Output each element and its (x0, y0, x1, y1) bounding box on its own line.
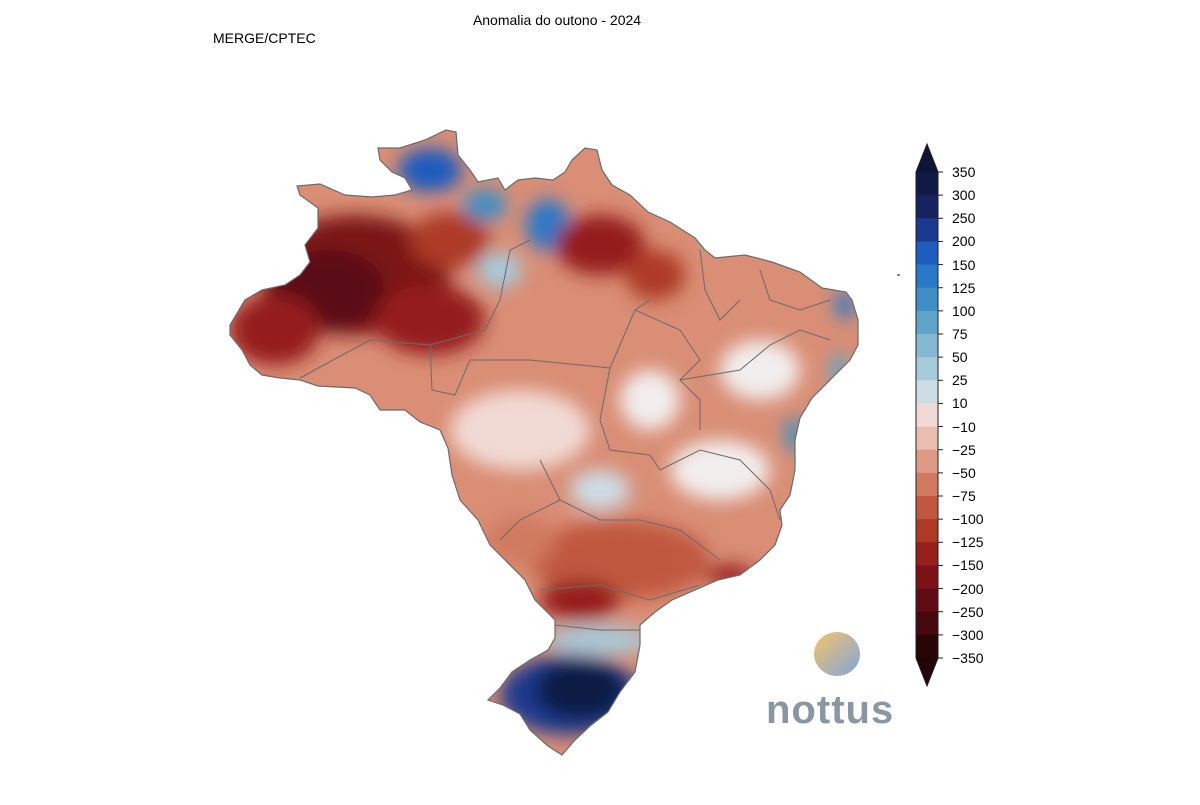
colorbar-segment (916, 241, 938, 266)
blob-sp-red (530, 520, 710, 600)
colorbar (915, 142, 943, 688)
blob-mg-light (670, 440, 770, 500)
colorbar-tick-label: 200 (952, 233, 976, 250)
data-source-label: MERGE/CPTEC (213, 30, 316, 46)
colorbar-segment (916, 542, 938, 566)
blob-para-light (478, 252, 522, 288)
colorbar-segment (916, 519, 938, 543)
colorbar-tick-label: −350 (952, 650, 984, 666)
colorbar-segment (916, 634, 938, 659)
blob-mt-light (450, 390, 590, 470)
colorbar-tick-label: 25 (952, 372, 968, 389)
blob-roraima-blue2 (463, 189, 507, 221)
blob-roraima-blue (398, 148, 462, 192)
blob-ms-south (485, 515, 555, 565)
blob-para-east-red (625, 250, 685, 300)
colorbar-tick-label: −100 (952, 511, 984, 528)
blob-acre (230, 295, 320, 365)
blob-ne-blue1 (835, 291, 855, 319)
blob-bahia-light (720, 340, 800, 400)
colorbar-segment (916, 496, 938, 520)
blob-rs-core (535, 660, 625, 720)
colorbar-segment (916, 357, 938, 381)
page-title: Anomalia do outono - 2024 (472, 12, 642, 28)
colorbar-tick-label: 150 (952, 256, 976, 273)
colorbar-tick-label: 100 (952, 302, 976, 319)
colorbar-tick-label: −25 (952, 441, 976, 458)
blob-sc-light (545, 626, 655, 654)
stray-tick (897, 274, 900, 276)
colorbar-segment (916, 264, 938, 289)
colorbar-segment (916, 449, 938, 474)
state-borders (299, 239, 831, 631)
colorbar-tick-label: 250 (952, 210, 976, 227)
colorbar-tick-label: −250 (952, 603, 984, 620)
colorbar-tick-label: 300 (952, 187, 976, 204)
colorbar-segment (916, 287, 938, 312)
logo-mark-icon (814, 632, 860, 676)
colorbar-segment (916, 403, 938, 428)
colorbar-segment (916, 218, 938, 242)
colorbar-tick-label: −75 (952, 488, 976, 504)
colorbar-tick-label: 125 (952, 279, 976, 296)
colorbar-tick-label: −10 (952, 418, 976, 435)
blob-go-light (570, 470, 630, 510)
colorbar-tip-top (916, 144, 938, 172)
colorbar-segment (916, 310, 938, 335)
blob-rio-negro (410, 212, 490, 268)
colorbar-segment (916, 588, 938, 613)
colorbar-tip-bottom (916, 658, 938, 686)
colorbar-tick-label: −200 (952, 580, 984, 597)
logo-wordmark: nottus (766, 688, 895, 732)
colorbar-tick-label: 10 (952, 395, 968, 412)
colorbar-segment (916, 611, 938, 636)
colorbar-segment (916, 426, 938, 451)
colorbar-tick-label: −125 (952, 534, 984, 551)
colorbar-segment (916, 334, 938, 358)
colorbar-segment (916, 195, 938, 219)
colorbar-segment (916, 172, 938, 196)
colorbar-segment (916, 472, 938, 497)
colorbar-tick-label: −150 (952, 557, 984, 574)
colorbar-tick-label: 50 (952, 349, 968, 366)
colorbar-tick-label: 75 (952, 326, 968, 342)
colorbar-tick-label: 350 (952, 164, 976, 180)
colorbar-tick-label: −50 (952, 464, 976, 481)
blob-pr-red (540, 580, 620, 620)
colorbar-segment (916, 380, 938, 404)
colorbar-tick-label: −300 (952, 626, 984, 643)
blob-to-light (620, 370, 680, 430)
colorbar-segment (916, 565, 938, 590)
blob-amapa-red (555, 215, 645, 275)
